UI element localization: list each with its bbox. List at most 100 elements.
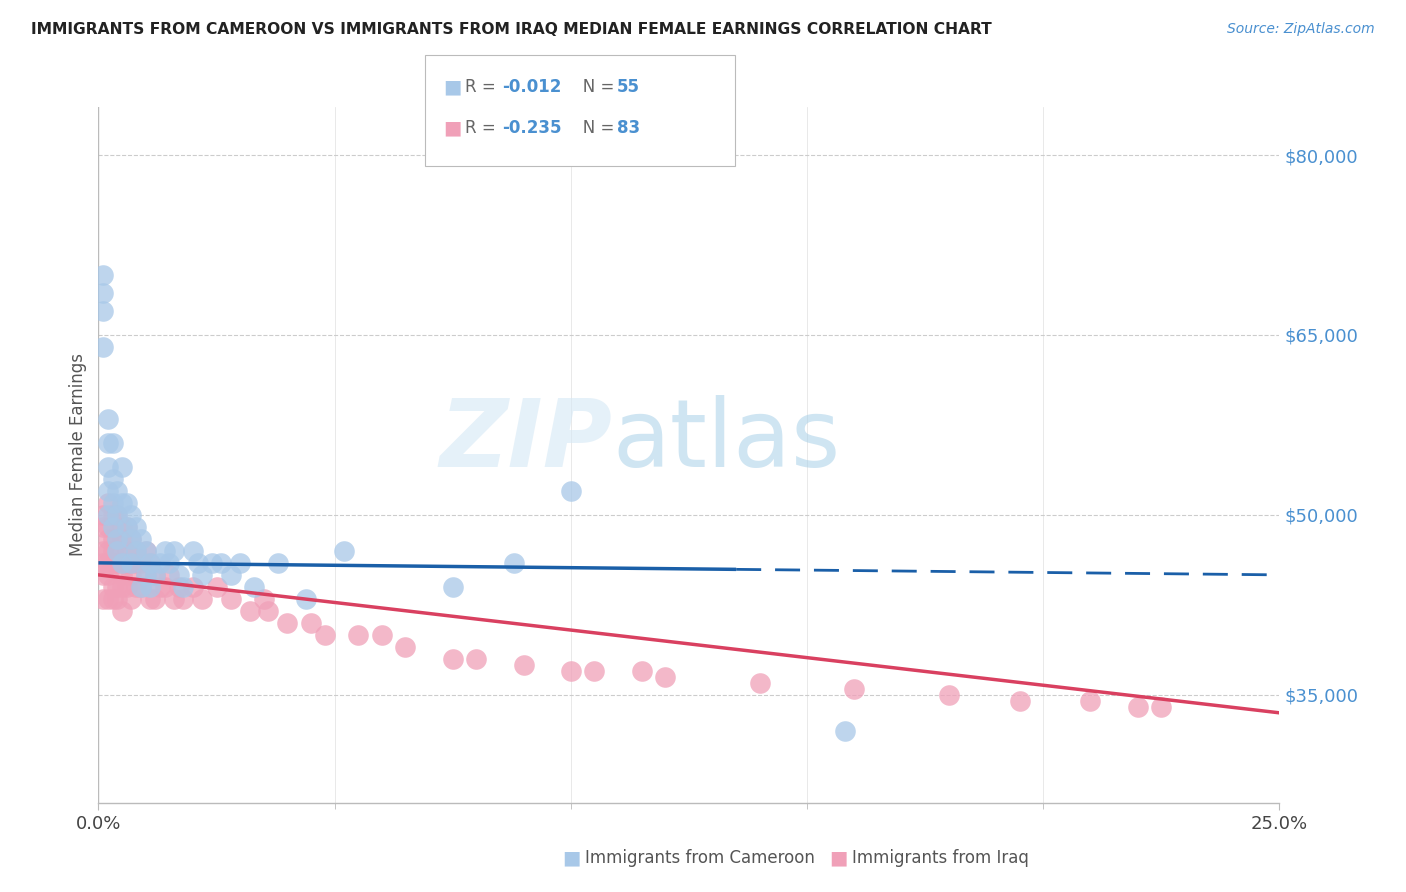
Point — [105, 556, 128, 570]
Point — [97, 520, 120, 534]
Point — [115, 520, 138, 534]
Point — [91, 591, 114, 606]
Point — [1150, 699, 1173, 714]
Point — [101, 556, 124, 570]
Point — [394, 640, 416, 654]
Point — [181, 580, 204, 594]
Point — [115, 496, 138, 510]
Point — [105, 544, 128, 558]
Point — [583, 664, 606, 678]
Point — [105, 532, 128, 546]
Text: Immigrants from Cameroon: Immigrants from Cameroon — [585, 849, 814, 867]
Point — [97, 567, 120, 582]
Point — [229, 556, 252, 570]
Point — [560, 483, 582, 498]
Point — [91, 340, 114, 354]
Point — [503, 556, 526, 570]
Point — [748, 676, 770, 690]
Point — [91, 567, 114, 582]
Point — [111, 604, 134, 618]
Point — [167, 580, 190, 594]
Point — [111, 520, 134, 534]
Point — [938, 688, 960, 702]
Point — [97, 412, 120, 426]
Point — [111, 567, 134, 582]
Point — [91, 508, 114, 522]
Point — [121, 567, 143, 582]
Text: Source: ZipAtlas.com: Source: ZipAtlas.com — [1227, 22, 1375, 37]
Point — [135, 544, 157, 558]
Point — [125, 544, 148, 558]
Point — [172, 580, 194, 594]
Point — [125, 556, 148, 570]
Point — [205, 580, 228, 594]
Point — [143, 591, 166, 606]
Y-axis label: Median Female Earnings: Median Female Earnings — [69, 353, 87, 557]
Text: ■: ■ — [443, 78, 461, 96]
Point — [129, 532, 152, 546]
Point — [295, 591, 318, 606]
Point — [149, 556, 172, 570]
Text: R =: R = — [465, 119, 502, 136]
Point — [97, 591, 120, 606]
Point — [91, 304, 114, 318]
Point — [105, 508, 128, 522]
Point — [105, 508, 128, 522]
Point — [101, 436, 124, 450]
Point — [219, 591, 242, 606]
Text: R =: R = — [465, 78, 502, 95]
Point — [153, 580, 176, 594]
Point — [135, 567, 157, 582]
Point — [267, 556, 290, 570]
Point — [111, 580, 134, 594]
Point — [97, 556, 120, 570]
Point — [111, 496, 134, 510]
Point — [834, 723, 856, 738]
Text: IMMIGRANTS FROM CAMEROON VS IMMIGRANTS FROM IRAQ MEDIAN FEMALE EARNINGS CORRELAT: IMMIGRANTS FROM CAMEROON VS IMMIGRANTS F… — [31, 22, 991, 37]
Point — [101, 472, 124, 486]
Point — [157, 556, 180, 570]
Point — [97, 436, 120, 450]
Point — [654, 670, 676, 684]
Point — [139, 556, 162, 570]
Point — [101, 544, 124, 558]
Point — [1126, 699, 1149, 714]
Point — [97, 532, 120, 546]
Point — [97, 496, 120, 510]
Point — [115, 544, 138, 558]
Point — [1008, 694, 1031, 708]
Text: N =: N = — [567, 119, 619, 136]
Text: 55: 55 — [617, 78, 640, 95]
Text: 83: 83 — [617, 119, 640, 136]
Point — [157, 567, 180, 582]
Point — [115, 580, 138, 594]
Point — [121, 508, 143, 522]
Point — [125, 520, 148, 534]
Point — [191, 591, 214, 606]
Point — [91, 520, 114, 534]
Point — [121, 556, 143, 570]
Point — [91, 268, 114, 282]
Point — [101, 591, 124, 606]
Point — [105, 483, 128, 498]
Point — [121, 532, 143, 546]
Point — [630, 664, 652, 678]
Point — [121, 556, 143, 570]
Point — [139, 556, 162, 570]
Point — [97, 508, 120, 522]
Point — [209, 556, 232, 570]
Point — [91, 544, 114, 558]
Point — [187, 556, 209, 570]
Point — [97, 483, 120, 498]
Point — [111, 556, 134, 570]
Point — [129, 580, 152, 594]
Point — [101, 508, 124, 522]
Text: ■: ■ — [562, 848, 581, 868]
Point — [101, 580, 124, 594]
Point — [101, 532, 124, 546]
Point — [105, 544, 128, 558]
Point — [191, 567, 214, 582]
Point — [139, 580, 162, 594]
Point — [299, 615, 322, 630]
Point — [121, 532, 143, 546]
